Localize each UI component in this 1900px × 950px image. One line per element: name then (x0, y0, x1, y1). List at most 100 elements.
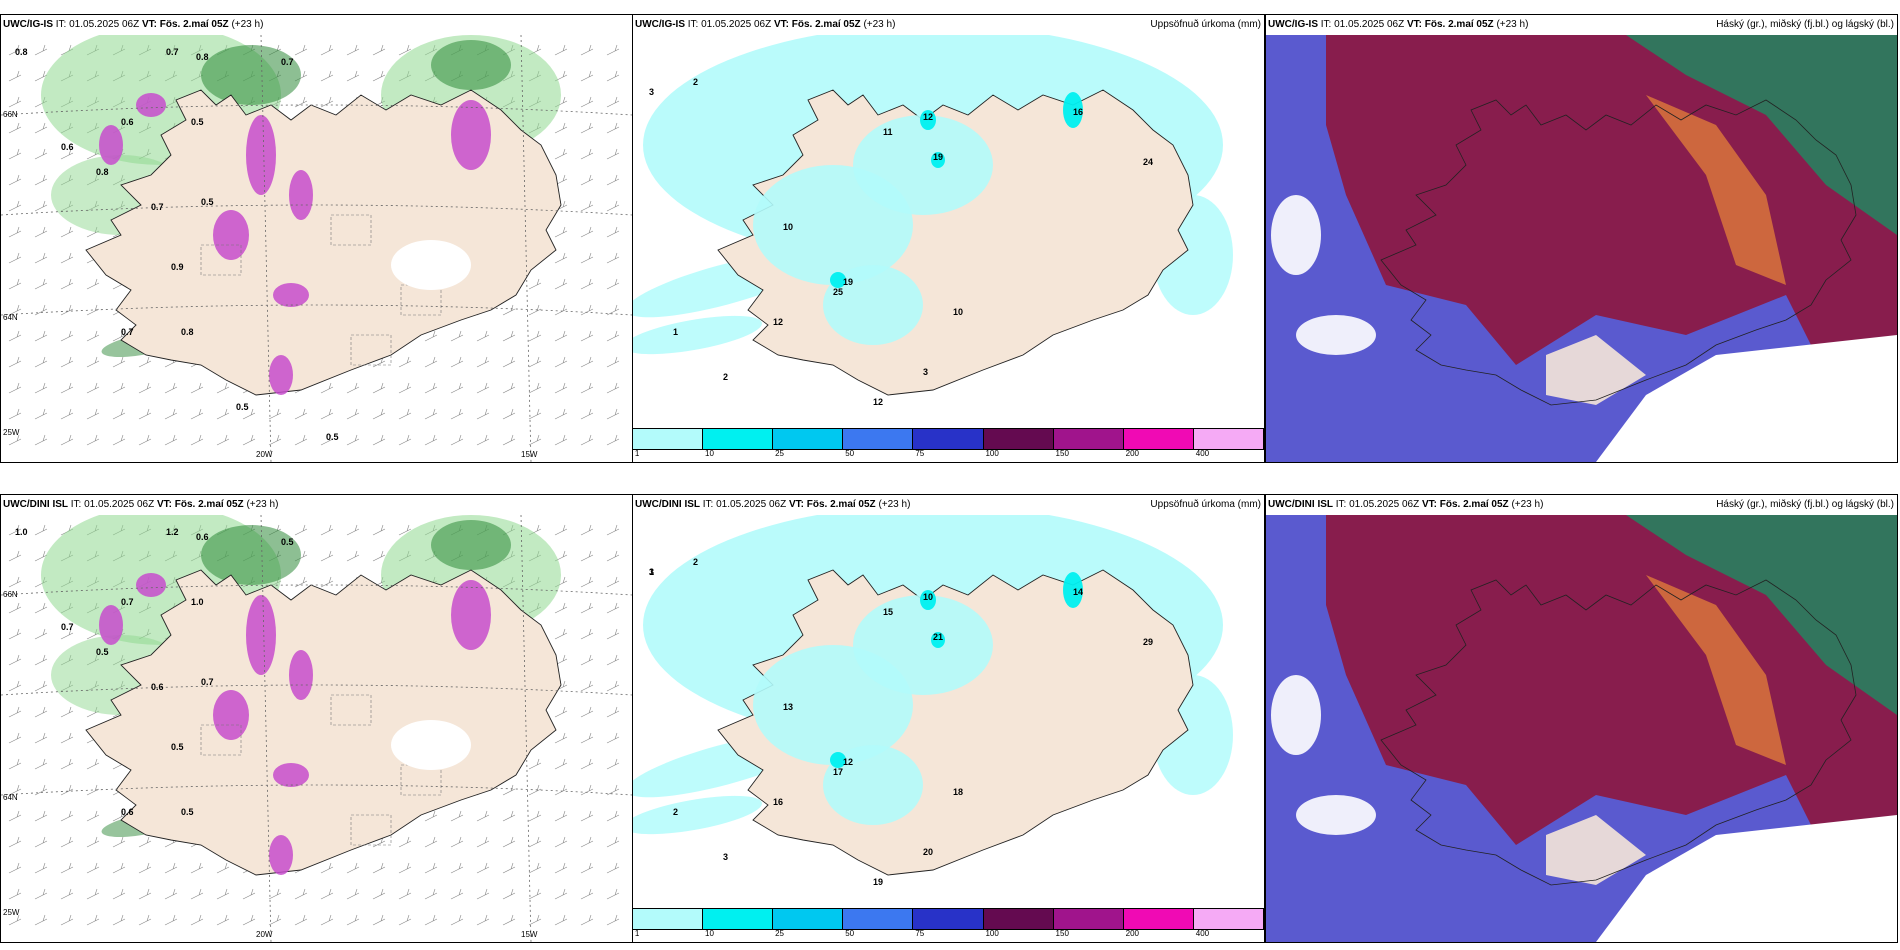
wind-barb (34, 70, 48, 82)
wind-barb (60, 304, 74, 316)
wind-barb (554, 628, 568, 640)
wind-barb (138, 836, 152, 848)
wind-barb (528, 862, 542, 874)
value-label: 2 (693, 557, 698, 567)
wind-barb (8, 330, 22, 342)
value-label: 0.7 (61, 622, 74, 632)
wind-barb (112, 888, 126, 900)
snow-area (201, 45, 301, 105)
wind-barb (606, 252, 620, 264)
lat-label: 25W (3, 908, 20, 917)
value-label: 10 (923, 592, 933, 602)
colorbar-tick-label: 1 (634, 449, 640, 458)
wind-barb (320, 524, 334, 536)
wind-barb (8, 382, 22, 394)
wind-barb (606, 758, 620, 770)
wind-barb (34, 784, 48, 796)
wind-barb (528, 330, 542, 342)
lon-label: 20W (256, 930, 273, 939)
wind-barb (502, 330, 516, 342)
graticule-line (1, 204, 632, 216)
snow-free-area (391, 720, 471, 770)
wind-barb (606, 96, 620, 108)
value-label: 2 (723, 372, 728, 382)
wind-barb (450, 888, 464, 900)
colorbar-tick-label: 50 (845, 449, 855, 458)
graticule-line (1, 784, 632, 796)
wind-barb (372, 862, 386, 874)
cloud-map (1266, 515, 1897, 942)
wind-barb (476, 330, 490, 342)
wind-barb (34, 836, 48, 848)
wind-barb (8, 862, 22, 874)
wind-barb (346, 862, 360, 874)
wind-barb (528, 836, 542, 848)
snow-accum-area (451, 100, 491, 170)
wind-barb (580, 382, 594, 394)
wind-barb (86, 278, 100, 290)
hatch-area (200, 244, 242, 276)
wind-barb (580, 888, 594, 900)
wind-barb (424, 914, 438, 926)
wind-barb (580, 148, 594, 160)
wind-barb (294, 914, 308, 926)
colorbar-cell (1123, 909, 1194, 929)
colorbar-tick-label: 400 (1195, 929, 1210, 938)
wind-barb (8, 408, 22, 420)
value-label: 0.9 (171, 262, 184, 272)
wind-barb (216, 914, 230, 926)
wind-barb (34, 550, 48, 562)
value-label: 3 (723, 852, 728, 862)
hatch-area (330, 694, 372, 726)
graticule-line (520, 515, 532, 942)
graticule-line (1, 684, 632, 696)
value-label: 1.0 (191, 597, 204, 607)
panel-snow-top: UWC/IG-IS IT: 01.05.2025 06Z VT: Fös. 2.… (0, 14, 633, 463)
panel-title: UWC/IG-IS IT: 01.05.2025 06Z VT: Fös. 2.… (1268, 19, 1529, 30)
wind-barb (8, 602, 22, 614)
wind-barb (450, 356, 464, 368)
panel-title: UWC/DINI ISL IT: 01.05.2025 06Z VT: Fös.… (635, 499, 911, 510)
wind-barb (580, 680, 594, 692)
value-label: 19 (933, 152, 943, 162)
colorbar-cell (633, 909, 704, 929)
wind-barb (320, 550, 334, 562)
wind-barb (294, 408, 308, 420)
wind-barb (502, 836, 516, 848)
wind-barb (164, 382, 178, 394)
wind-barb (8, 252, 22, 264)
wind-barb (398, 44, 412, 56)
wind-barb (424, 862, 438, 874)
wind-barb (138, 356, 152, 368)
wind-barb (34, 524, 48, 536)
wind-barb (60, 434, 74, 446)
wind-barb (164, 888, 178, 900)
wind-barb (580, 174, 594, 186)
wind-barb (112, 836, 126, 848)
colorbar-cell (633, 429, 704, 449)
wind-barb (268, 408, 282, 420)
precip-title: Uppsöfnuð úrkoma (mm) (1150, 499, 1261, 510)
value-label: 16 (773, 797, 783, 807)
wind-barb (320, 434, 334, 446)
mid-cloud-area (1626, 515, 1897, 715)
value-label: 0.5 (181, 807, 194, 817)
value-label: 25 (833, 287, 843, 297)
wind-barb (398, 408, 412, 420)
wind-barb (450, 810, 464, 822)
colorbar-cell (1193, 429, 1264, 449)
panel-snow-bottom: UWC/DINI ISL IT: 01.05.2025 06Z VT: Fös.… (0, 494, 633, 943)
wind-barb (112, 810, 126, 822)
wind-barb (60, 148, 74, 160)
wind-barb (8, 356, 22, 368)
wind-barb (580, 434, 594, 446)
wind-barb (216, 862, 230, 874)
wind-barb (268, 434, 282, 446)
wind-barb (606, 602, 620, 614)
wind-barb (216, 408, 230, 420)
wind-barb (8, 888, 22, 900)
wind-barb (398, 836, 412, 848)
hatch-area (200, 724, 242, 756)
snow-accum-area (246, 595, 276, 675)
wind-barb (8, 434, 22, 446)
